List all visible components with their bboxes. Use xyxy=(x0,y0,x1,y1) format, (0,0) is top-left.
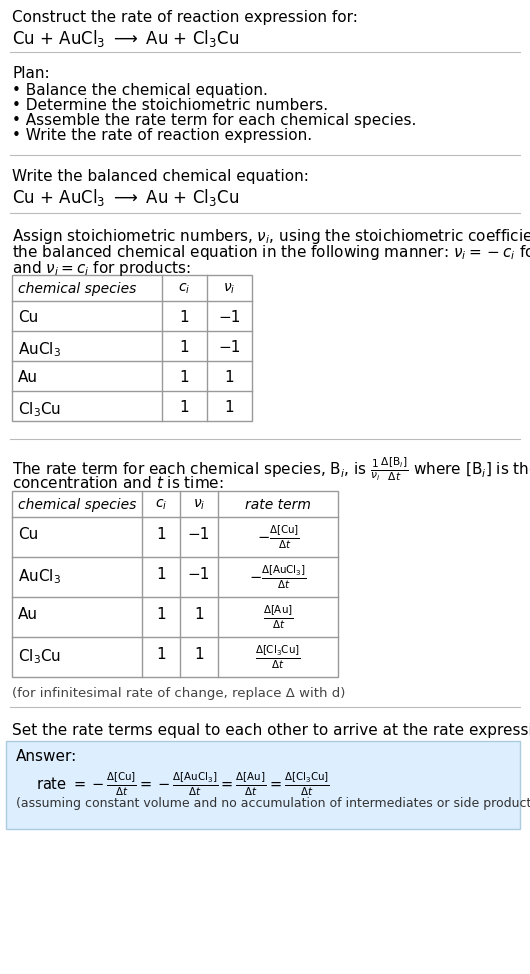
Text: 1: 1 xyxy=(156,567,166,582)
Text: 1: 1 xyxy=(180,400,189,415)
Text: (assuming constant volume and no accumulation of intermediates or side products): (assuming constant volume and no accumul… xyxy=(16,797,530,810)
Text: $\nu_i$: $\nu_i$ xyxy=(193,498,205,512)
Text: 1: 1 xyxy=(194,607,204,622)
Text: • Write the rate of reaction expression.: • Write the rate of reaction expression. xyxy=(12,128,312,143)
Text: • Determine the stoichiometric numbers.: • Determine the stoichiometric numbers. xyxy=(12,98,328,113)
Text: $c_i$: $c_i$ xyxy=(155,498,167,512)
Text: The rate term for each chemical species, B$_i$, is $\frac{1}{\nu_i}\frac{\Delta[: The rate term for each chemical species,… xyxy=(12,455,530,483)
Text: the balanced chemical equation in the following manner: $\nu_i = -c_i$ for react: the balanced chemical equation in the fo… xyxy=(12,243,530,262)
Text: chemical species: chemical species xyxy=(18,498,136,512)
Text: 1: 1 xyxy=(156,527,166,542)
Text: Cu + AuCl$_3$ $\longrightarrow$ Au + Cl$_3$Cu: Cu + AuCl$_3$ $\longrightarrow$ Au + Cl$… xyxy=(12,187,239,208)
Text: −1: −1 xyxy=(188,567,210,582)
Text: −1: −1 xyxy=(218,310,241,325)
Text: Set the rate terms equal to each other to arrive at the rate expression:: Set the rate terms equal to each other t… xyxy=(12,723,530,738)
Text: concentration and $t$ is time:: concentration and $t$ is time: xyxy=(12,475,224,491)
Text: 1: 1 xyxy=(180,310,189,325)
Text: $-\frac{\Delta[\mathrm{Cu}]}{\Delta t}$: $-\frac{\Delta[\mathrm{Cu}]}{\Delta t}$ xyxy=(257,523,299,550)
Text: rate $= -\frac{\Delta[\mathrm{Cu}]}{\Delta t} = -\frac{\Delta[\mathrm{AuCl_3}]}{: rate $= -\frac{\Delta[\mathrm{Cu}]}{\Del… xyxy=(36,771,330,799)
Text: 1: 1 xyxy=(180,340,189,355)
Text: Construct the rate of reaction expression for:: Construct the rate of reaction expressio… xyxy=(12,10,358,25)
Text: 1: 1 xyxy=(156,647,166,662)
Bar xyxy=(12,491,338,677)
Text: $\nu_i$: $\nu_i$ xyxy=(223,282,236,296)
Text: −1: −1 xyxy=(218,340,241,355)
Text: Assign stoichiometric numbers, $\nu_i$, using the stoichiometric coefficients, $: Assign stoichiometric numbers, $\nu_i$, … xyxy=(12,227,530,246)
Text: 1: 1 xyxy=(180,370,189,385)
Text: $c_i$: $c_i$ xyxy=(179,282,191,296)
Text: Au: Au xyxy=(18,370,38,385)
Text: Answer:: Answer: xyxy=(16,749,77,764)
Text: Cu: Cu xyxy=(18,310,38,325)
Text: Cu + AuCl$_3$ $\longrightarrow$ Au + Cl$_3$Cu: Cu + AuCl$_3$ $\longrightarrow$ Au + Cl$… xyxy=(12,28,239,49)
Text: −1: −1 xyxy=(188,527,210,542)
Text: 1: 1 xyxy=(225,370,234,385)
Text: AuCl$_3$: AuCl$_3$ xyxy=(18,340,61,358)
Text: Write the balanced chemical equation:: Write the balanced chemical equation: xyxy=(12,169,309,184)
Text: chemical species: chemical species xyxy=(18,282,136,296)
Text: (for infinitesimal rate of change, replace Δ with d): (for infinitesimal rate of change, repla… xyxy=(12,687,346,700)
Text: 1: 1 xyxy=(194,647,204,662)
Text: • Balance the chemical equation.: • Balance the chemical equation. xyxy=(12,83,268,98)
Text: Au: Au xyxy=(18,607,38,622)
Text: $\frac{\Delta[\mathrm{Au}]}{\Delta t}$: $\frac{\Delta[\mathrm{Au}]}{\Delta t}$ xyxy=(263,603,293,631)
Text: 1: 1 xyxy=(225,400,234,415)
Bar xyxy=(12,275,252,421)
Text: Cl$_3$Cu: Cl$_3$Cu xyxy=(18,647,61,665)
FancyBboxPatch shape xyxy=(6,741,520,829)
Text: 1: 1 xyxy=(156,607,166,622)
Text: • Assemble the rate term for each chemical species.: • Assemble the rate term for each chemic… xyxy=(12,113,417,128)
Text: Cu: Cu xyxy=(18,527,38,542)
Text: $-\frac{\Delta[\mathrm{AuCl_3}]}{\Delta t}$: $-\frac{\Delta[\mathrm{AuCl_3}]}{\Delta … xyxy=(249,563,307,590)
Text: $\frac{\Delta[\mathrm{Cl_3Cu}]}{\Delta t}$: $\frac{\Delta[\mathrm{Cl_3Cu}]}{\Delta t… xyxy=(255,643,301,671)
Text: Cl$_3$Cu: Cl$_3$Cu xyxy=(18,400,61,419)
Text: AuCl$_3$: AuCl$_3$ xyxy=(18,567,61,585)
Text: Plan:: Plan: xyxy=(12,66,50,81)
Text: and $\nu_i = c_i$ for products:: and $\nu_i = c_i$ for products: xyxy=(12,259,191,278)
Text: rate term: rate term xyxy=(245,498,311,512)
